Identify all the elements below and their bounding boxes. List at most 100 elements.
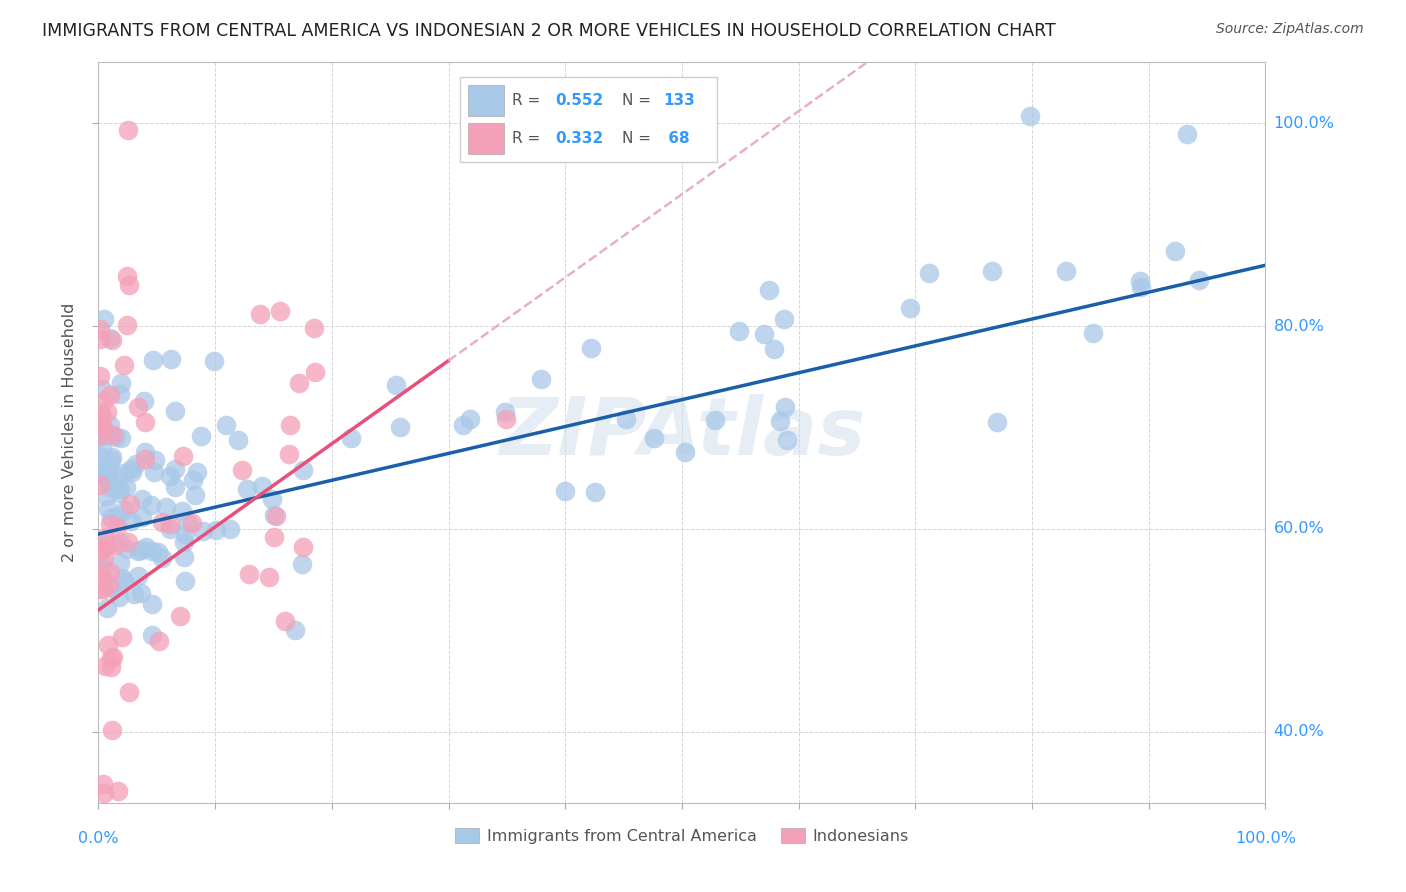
Point [141, 544, 163, 558]
Point [121, 465, 143, 479]
Point [141, 627, 163, 641]
Point [236, 482, 259, 496]
Point [117, 269, 139, 284]
Point [727, 324, 749, 338]
Point [118, 498, 141, 512]
Point [115, 542, 138, 557]
Point [134, 415, 156, 429]
Point [114, 480, 136, 494]
Point [643, 431, 665, 445]
Point [165, 480, 187, 494]
Point [141, 597, 163, 611]
Point [1175, 128, 1198, 142]
Point [703, 413, 725, 427]
Point [97, 639, 120, 653]
Point [585, 484, 607, 499]
Point [89, 332, 111, 346]
Text: ZIPAtlas: ZIPAtlas [499, 393, 865, 472]
Point [131, 491, 153, 506]
Point [129, 543, 152, 558]
Point [1187, 273, 1209, 287]
Y-axis label: 2 or more Vehicles in Household: 2 or more Vehicles in Household [62, 303, 77, 562]
Point [291, 463, 314, 477]
Text: 100.0%: 100.0% [1274, 116, 1334, 131]
Point [776, 433, 799, 447]
Point [340, 431, 363, 445]
Point [177, 516, 200, 531]
Point [581, 342, 603, 356]
Text: IMMIGRANTS FROM CENTRAL AMERICA VS INDONESIAN 2 OR MORE VEHICLES IN HOUSEHOLD CO: IMMIGRANTS FROM CENTRAL AMERICA VS INDON… [42, 22, 1056, 40]
Point [97, 502, 120, 516]
Point [918, 267, 941, 281]
Point [284, 623, 307, 637]
Point [108, 482, 131, 496]
Point [91, 582, 114, 597]
Point [94, 428, 117, 442]
Point [105, 519, 128, 533]
Point [91, 440, 114, 454]
Point [173, 549, 195, 564]
Point [89, 567, 111, 582]
Point [117, 535, 139, 549]
Point [772, 312, 794, 326]
Point [263, 508, 285, 522]
Point [115, 318, 138, 332]
Point [131, 509, 153, 524]
Point [110, 376, 132, 391]
Point [389, 420, 412, 434]
Point [238, 567, 260, 582]
Point [135, 540, 157, 554]
Point [122, 587, 145, 601]
Point [263, 530, 285, 544]
Point [94, 537, 117, 551]
Point [120, 462, 142, 476]
Point [91, 420, 114, 434]
Point [304, 366, 326, 380]
Point [181, 474, 204, 488]
Point [91, 470, 114, 484]
Point [250, 479, 273, 493]
Point [97, 461, 120, 475]
Point [174, 526, 197, 541]
Point [107, 784, 129, 798]
Point [260, 491, 283, 506]
Point [1129, 274, 1152, 288]
Point [101, 723, 124, 737]
Point [93, 786, 115, 800]
Point [125, 457, 148, 471]
Point [180, 516, 202, 531]
Point [89, 571, 111, 585]
Point [458, 412, 481, 426]
Point [98, 566, 121, 580]
Point [173, 534, 195, 549]
Point [107, 470, 129, 484]
Point [127, 544, 149, 558]
Point [91, 393, 114, 408]
Text: 40.0%: 40.0% [1274, 724, 1324, 739]
Point [100, 659, 122, 673]
Point [94, 489, 117, 503]
Point [100, 510, 122, 524]
Point [111, 571, 134, 585]
Point [170, 504, 193, 518]
Point [169, 609, 191, 624]
Point [91, 468, 114, 483]
Point [93, 311, 115, 326]
Point [96, 467, 118, 482]
Point [105, 539, 128, 553]
Point [1054, 264, 1077, 278]
Point [291, 557, 314, 571]
Point [90, 382, 112, 396]
Point [204, 523, 226, 537]
Point [117, 122, 139, 136]
Point [554, 484, 576, 499]
Point [101, 427, 124, 442]
Point [292, 540, 315, 554]
Point [191, 524, 214, 538]
Point [89, 368, 111, 383]
Point [173, 574, 195, 589]
Point [159, 468, 181, 483]
Text: 100.0%: 100.0% [1234, 830, 1296, 846]
Text: 80.0%: 80.0% [1274, 318, 1324, 334]
Point [278, 447, 301, 461]
